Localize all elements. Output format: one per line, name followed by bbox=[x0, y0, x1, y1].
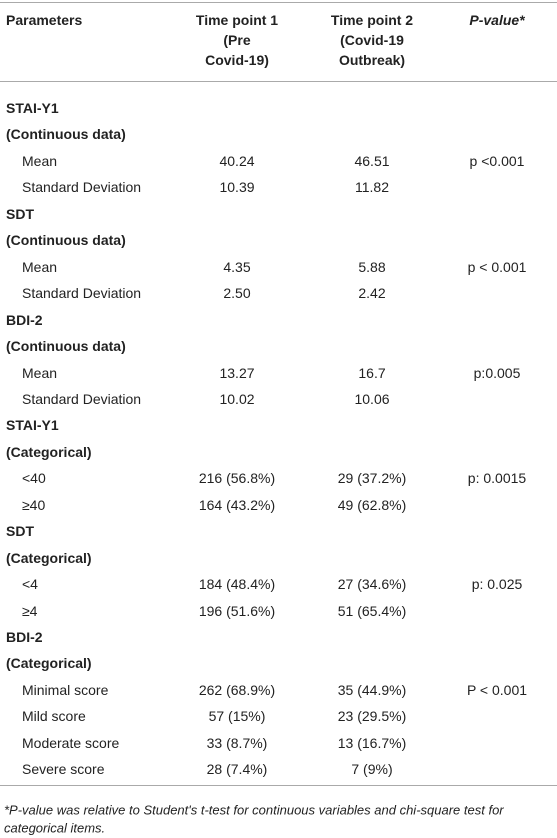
cell: 57 (15%) bbox=[208, 708, 266, 725]
cell: 33 (8.7%) bbox=[206, 734, 268, 751]
bottom-rule bbox=[0, 785, 557, 786]
cell: 10.02 bbox=[219, 390, 255, 407]
row-label: Standard Deviation bbox=[22, 390, 142, 407]
cell: P < 0.001 bbox=[466, 681, 528, 698]
header-cell: (Covid-19 bbox=[340, 32, 404, 48]
section-label: (Continuous data) bbox=[6, 126, 126, 143]
top-rule bbox=[0, 2, 557, 3]
cell: 5.88 bbox=[358, 258, 386, 275]
section-label: STAI-Y1 bbox=[6, 100, 59, 116]
cell: 40.24 bbox=[219, 152, 255, 169]
cell: p < 0.001 bbox=[467, 258, 527, 275]
cell: 13 (16.7%) bbox=[337, 734, 407, 751]
cell: 164 (43.2%) bbox=[198, 496, 276, 513]
cell: 51 (65.4%) bbox=[337, 602, 407, 619]
header-cell: (Pre bbox=[223, 32, 251, 48]
row-label: Mean bbox=[22, 364, 58, 381]
row-label: Standard Deviation bbox=[22, 285, 142, 302]
cell: 27 (34.6%) bbox=[337, 576, 407, 593]
cell: p: 0.0015 bbox=[467, 470, 527, 487]
row-label: Mean bbox=[22, 258, 58, 275]
cell: 4.35 bbox=[223, 258, 251, 275]
section-label: BDI-2 bbox=[6, 629, 43, 645]
row-label: <40 bbox=[22, 470, 46, 487]
header-cell: Time point 1 bbox=[195, 12, 279, 28]
row-label: <4 bbox=[22, 576, 38, 593]
header-cell: Parameters bbox=[6, 12, 83, 28]
section-label: (Continuous data) bbox=[6, 338, 126, 355]
section-label: (Categorical) bbox=[6, 549, 92, 566]
cell: 10.06 bbox=[354, 390, 390, 407]
row-label: Moderate score bbox=[22, 734, 120, 751]
section-label: SDT bbox=[6, 523, 34, 540]
section-label: BDI-2 bbox=[6, 311, 43, 328]
cell: 262 (68.9%) bbox=[198, 681, 276, 698]
cell: 16.7 bbox=[358, 364, 386, 381]
section-label: (Categorical) bbox=[6, 655, 92, 672]
row-label: Standard Deviation bbox=[22, 179, 142, 196]
cell: 28 (7.4%) bbox=[206, 761, 268, 778]
cell: 49 (62.8%) bbox=[337, 496, 407, 513]
cell: 2.42 bbox=[358, 285, 386, 302]
row-label: Severe score bbox=[22, 761, 105, 778]
cell: 196 (51.6%) bbox=[198, 602, 276, 619]
header-cell: P-value* bbox=[469, 12, 525, 28]
section-label: (Categorical) bbox=[6, 443, 92, 460]
row-label: ≥40 bbox=[22, 496, 46, 513]
cell: 13.27 bbox=[219, 364, 255, 381]
cell: 7 (9%) bbox=[351, 761, 393, 778]
footnote: *P-value was relative to Student's t-tes… bbox=[4, 802, 504, 818]
section-label: STAI-Y1 bbox=[6, 417, 59, 434]
cell: 23 (29.5%) bbox=[337, 708, 407, 725]
cell: p:0.005 bbox=[473, 364, 521, 381]
cell: 216 (56.8%) bbox=[198, 470, 276, 487]
row-label: Mild score bbox=[22, 708, 86, 725]
row-label: Minimal score bbox=[22, 681, 109, 698]
header-cell: Outbreak) bbox=[338, 52, 406, 68]
header-rule bbox=[0, 81, 557, 82]
section-label: SDT bbox=[6, 205, 34, 222]
footnote: categorical items. bbox=[4, 820, 106, 836]
cell: p <0.001 bbox=[469, 152, 525, 169]
section-label: (Continuous data) bbox=[6, 232, 126, 249]
cell: 184 (48.4%) bbox=[198, 576, 276, 593]
cell: 11.82 bbox=[355, 179, 389, 196]
cell: p: 0.025 bbox=[471, 576, 523, 593]
cell: 2.50 bbox=[223, 285, 251, 302]
cell: 35 (44.9%) bbox=[337, 681, 407, 698]
header-cell: Time point 2 bbox=[330, 12, 414, 28]
cell: 10.39 bbox=[219, 179, 255, 196]
row-label: ≥4 bbox=[22, 602, 38, 619]
cell: 29 (37.2%) bbox=[337, 470, 407, 487]
row-label: Mean bbox=[22, 152, 58, 169]
cell: 46.51 bbox=[354, 152, 390, 169]
header-cell: Covid-19) bbox=[205, 52, 269, 68]
